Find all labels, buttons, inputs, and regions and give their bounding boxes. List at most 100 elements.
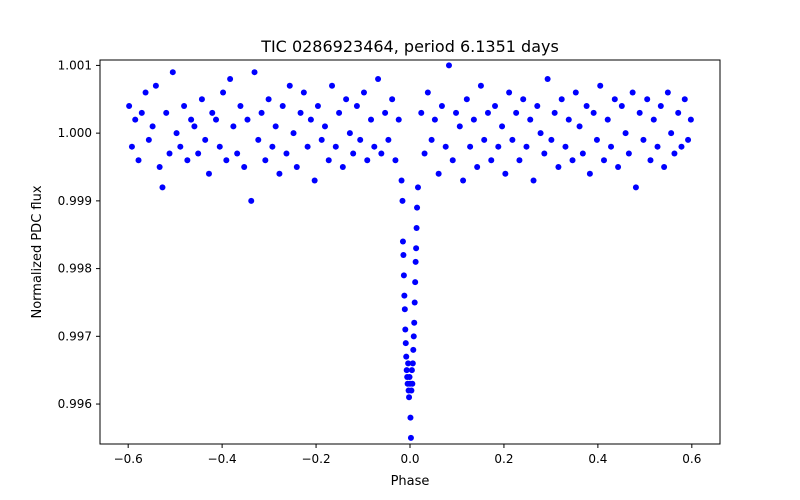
data-point	[604, 116, 611, 123]
data-point	[332, 143, 339, 150]
data-point	[411, 299, 418, 306]
data-point	[410, 333, 417, 340]
data-point	[409, 380, 416, 387]
data-point	[687, 116, 694, 123]
data-point	[611, 96, 618, 103]
data-point	[470, 116, 477, 123]
data-point	[414, 204, 421, 211]
data-point	[424, 89, 431, 96]
data-point	[318, 136, 325, 143]
data-point	[502, 170, 509, 177]
data-point	[597, 82, 604, 89]
data-point	[400, 272, 407, 279]
chart-title: TIC 0286923464, period 6.1351 days	[260, 37, 559, 56]
data-point	[399, 238, 406, 245]
x-tick-label: 0.6	[682, 452, 701, 466]
data-point	[410, 346, 417, 353]
data-point	[537, 130, 544, 137]
data-point	[198, 96, 205, 103]
data-point	[488, 157, 495, 164]
data-point	[234, 150, 241, 157]
data-point	[188, 116, 195, 123]
data-points	[126, 62, 694, 441]
data-point	[583, 103, 590, 110]
data-point	[640, 136, 647, 143]
data-point	[159, 184, 166, 191]
data-point	[657, 103, 664, 110]
data-point	[576, 123, 583, 130]
data-point	[321, 123, 328, 130]
data-point	[523, 143, 530, 150]
data-point	[565, 116, 572, 123]
data-point	[360, 89, 367, 96]
data-point	[166, 150, 173, 157]
data-point	[408, 387, 415, 394]
data-point	[460, 177, 467, 184]
data-point	[527, 116, 534, 123]
data-point	[191, 123, 198, 130]
data-point	[138, 109, 145, 116]
data-point	[513, 109, 520, 116]
data-point	[414, 184, 421, 191]
data-point	[398, 177, 405, 184]
data-point	[382, 109, 389, 116]
data-point	[421, 150, 428, 157]
data-point	[408, 367, 415, 374]
data-point	[265, 96, 272, 103]
data-point	[413, 245, 420, 252]
data-point	[195, 150, 202, 157]
data-point	[300, 89, 307, 96]
data-point	[325, 157, 332, 164]
data-point	[647, 157, 654, 164]
data-point	[685, 136, 692, 143]
data-point	[544, 75, 551, 82]
data-point	[411, 319, 418, 326]
data-point	[467, 143, 474, 150]
data-point	[481, 136, 488, 143]
x-tick-label: 0.4	[588, 452, 607, 466]
data-point	[128, 143, 135, 150]
data-point	[431, 116, 438, 123]
x-tick-label: −0.4	[208, 452, 237, 466]
data-point	[248, 197, 255, 204]
data-point	[681, 96, 688, 103]
data-point	[492, 103, 499, 110]
data-point	[678, 143, 685, 150]
data-point	[314, 103, 321, 110]
y-tick-label: 0.996	[58, 397, 92, 411]
data-point	[126, 103, 133, 110]
data-point	[350, 150, 357, 157]
data-point	[506, 89, 513, 96]
data-point	[456, 123, 463, 130]
data-point	[622, 130, 629, 137]
y-tick-label: 0.997	[58, 329, 92, 343]
data-point	[636, 109, 643, 116]
data-point	[412, 279, 419, 286]
data-point	[364, 157, 371, 164]
data-point	[173, 130, 180, 137]
data-point	[428, 136, 435, 143]
x-tick-label: 0.2	[494, 452, 513, 466]
data-point	[418, 109, 425, 116]
data-point	[548, 136, 555, 143]
data-point	[629, 89, 636, 96]
data-point	[413, 224, 420, 231]
x-tick-label: 0.0	[400, 452, 419, 466]
data-point	[251, 69, 258, 76]
y-axis-label: Normalized PDC flux	[30, 185, 45, 318]
data-point	[135, 157, 142, 164]
data-point	[474, 164, 481, 171]
data-point	[644, 96, 651, 103]
data-point	[438, 103, 445, 110]
data-point	[339, 164, 346, 171]
data-point	[530, 177, 537, 184]
data-point	[202, 136, 209, 143]
data-point	[378, 150, 385, 157]
data-point	[283, 150, 290, 157]
data-point	[371, 143, 378, 150]
data-point	[290, 130, 297, 137]
data-point	[541, 150, 548, 157]
data-point	[132, 116, 139, 123]
data-point	[509, 136, 516, 143]
